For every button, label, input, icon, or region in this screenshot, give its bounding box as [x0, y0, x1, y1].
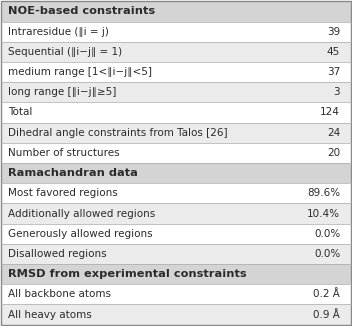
- Text: Dihedral angle constraints from Talos [26]: Dihedral angle constraints from Talos [2…: [8, 128, 228, 138]
- Bar: [1, 42, 351, 62]
- Text: Generously allowed regions: Generously allowed regions: [8, 229, 153, 239]
- Text: 124: 124: [320, 108, 340, 117]
- Bar: [1, 123, 351, 143]
- Text: 0.0%: 0.0%: [314, 229, 340, 239]
- Text: Number of structures: Number of structures: [8, 148, 120, 158]
- Text: 20: 20: [327, 148, 340, 158]
- Text: Most favored regions: Most favored regions: [8, 188, 118, 198]
- Bar: [1, 163, 351, 183]
- Text: Disallowed regions: Disallowed regions: [8, 249, 107, 259]
- Text: 0.2 Å: 0.2 Å: [313, 289, 340, 299]
- Text: Ramachandran data: Ramachandran data: [8, 168, 138, 178]
- Text: NOE-based constraints: NOE-based constraints: [8, 7, 156, 17]
- Bar: [1, 82, 351, 102]
- Text: Intraresidue (∥i = j): Intraresidue (∥i = j): [8, 27, 109, 37]
- Bar: [1, 143, 351, 163]
- Bar: [1, 62, 351, 82]
- Bar: [1, 22, 351, 42]
- Text: 0.9 Å: 0.9 Å: [313, 309, 340, 319]
- Text: 89.6%: 89.6%: [307, 188, 340, 198]
- Text: 24: 24: [327, 128, 340, 138]
- Text: Additionally allowed regions: Additionally allowed regions: [8, 209, 156, 218]
- Text: Total: Total: [8, 108, 33, 117]
- Text: long range [∥i−j∥≥5]: long range [∥i−j∥≥5]: [8, 87, 117, 97]
- Bar: [1, 224, 351, 244]
- Text: RMSD from experimental constraints: RMSD from experimental constraints: [8, 269, 247, 279]
- Bar: [1, 284, 351, 304]
- Text: All heavy atoms: All heavy atoms: [8, 309, 92, 319]
- Bar: [1, 264, 351, 284]
- Text: 37: 37: [327, 67, 340, 77]
- Text: 39: 39: [327, 27, 340, 37]
- Bar: [1, 304, 351, 325]
- Text: 0.0%: 0.0%: [314, 249, 340, 259]
- Bar: [1, 183, 351, 203]
- Text: All backbone atoms: All backbone atoms: [8, 289, 111, 299]
- Text: 10.4%: 10.4%: [307, 209, 340, 218]
- Bar: [1, 102, 351, 123]
- Bar: [1, 1, 351, 22]
- Text: 45: 45: [327, 47, 340, 57]
- Text: 3: 3: [333, 87, 340, 97]
- Bar: [1, 203, 351, 224]
- Bar: [1, 244, 351, 264]
- Text: Sequential (∥i−j∥ = 1): Sequential (∥i−j∥ = 1): [8, 47, 122, 57]
- Text: medium range [1<∥i−j∥<5]: medium range [1<∥i−j∥<5]: [8, 67, 152, 77]
